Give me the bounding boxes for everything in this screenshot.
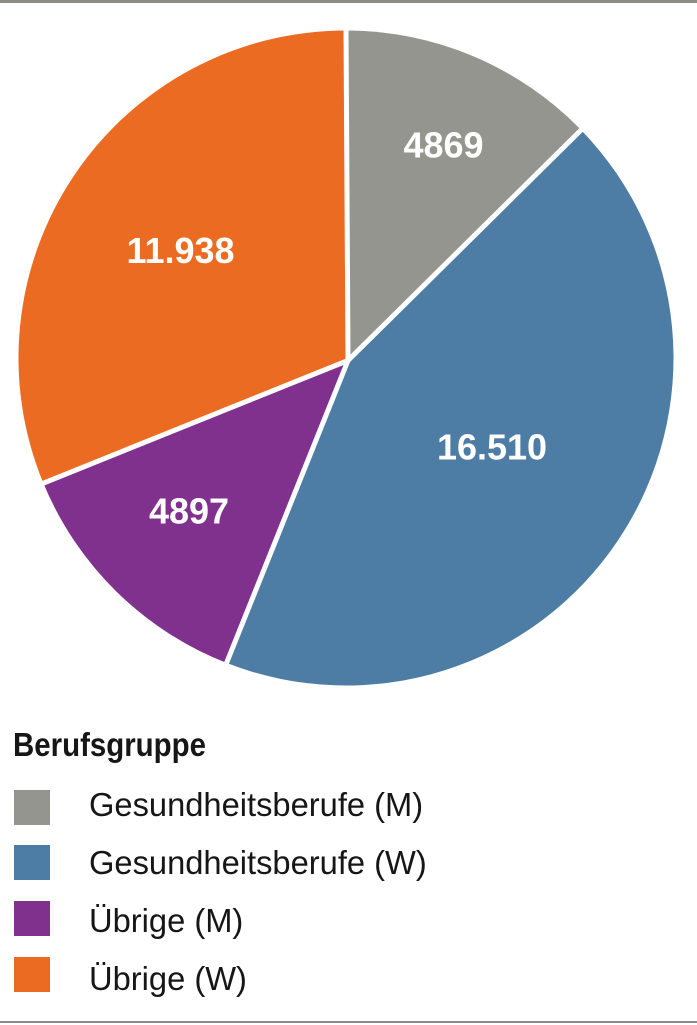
svg-text:16.510: 16.510 [437,427,547,468]
svg-text:4869: 4869 [403,125,483,166]
svg-text:4897: 4897 [149,491,229,532]
svg-text:11.938: 11.938 [126,230,234,271]
